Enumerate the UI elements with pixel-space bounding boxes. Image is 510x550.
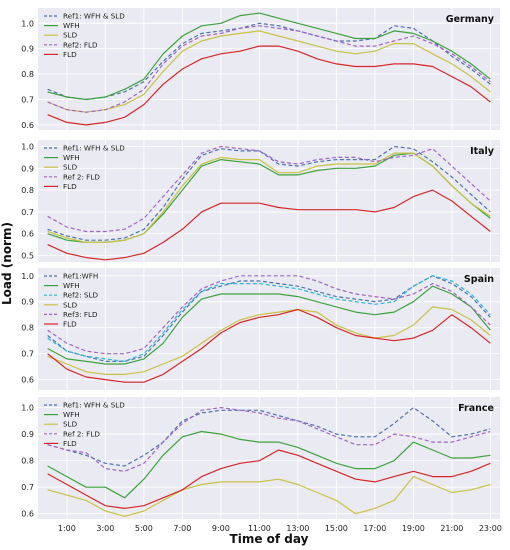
legend-label: FLD (63, 182, 77, 191)
panel-france: 0.6 0.7 0.8 0.9 1.0 France Ref1: WFH & SLDWFHS… (21, 397, 502, 533)
legend-label: FLD (63, 439, 77, 448)
series-line-fld (47, 449, 491, 509)
y-tick-label: 0.6 (21, 230, 34, 239)
series-line-wfh (47, 12, 491, 101)
y-tick-label: 0.9 (21, 430, 34, 439)
series-line-ref2-fld (47, 25, 491, 113)
legend-label: Ref2: SLD (63, 291, 98, 300)
x-tick-label: 5:00 (135, 524, 153, 533)
series-line-ref1-wfh-sld (47, 145, 491, 241)
y-tick-label: 0.7 (21, 350, 34, 359)
series-line-ref-2-fld (47, 145, 491, 233)
legend-label: Ref 2: FLD (63, 172, 100, 181)
y-tick-label: 0.8 (21, 70, 34, 79)
series-line-ref2-sld (47, 275, 491, 362)
panel-germany: 0.6 0.7 0.8 0.9 1.0 Germany Ref1: WFH & SLDWFH… (21, 8, 500, 130)
x-tick-label: 3:00 (96, 524, 114, 533)
legend-label: SLD (63, 31, 78, 40)
series-line-ref3-fld (47, 275, 491, 355)
x-tick-label: 19:00 (402, 524, 425, 533)
y-tick-label: 1.0 (21, 143, 34, 152)
y-tick-label: 0.9 (21, 298, 34, 307)
series-line-fld (47, 308, 491, 383)
y-tick-label: 0.5 (21, 251, 34, 260)
series-line-sld (47, 476, 491, 517)
x-tick-label: 9:00 (212, 524, 230, 533)
y-tick-label: 1.0 (21, 272, 34, 281)
y-tick-label: 0.7 (21, 96, 34, 105)
legend-label: Ref2: FLD (63, 40, 98, 49)
panel-italy: 0.5 0.6 0.7 0.8 0.9 1.0 Italy Ref1: WFH & SLDWF… (21, 140, 500, 262)
x-tick-label: 1:00 (58, 524, 76, 533)
panel-title: Spain (464, 274, 494, 285)
series-line-ref-2-fld (47, 407, 491, 472)
y-tick-label: 0.8 (21, 457, 34, 466)
x-tick-label: 11:00 (248, 524, 271, 533)
legend-label: WFH (63, 281, 80, 290)
y-tick-label: 0.9 (21, 164, 34, 173)
plot-background (38, 397, 500, 519)
y-tick-label: 0.7 (21, 208, 34, 217)
legend-label: Ref1: WFH & SLD (63, 144, 125, 153)
plot-background (38, 8, 500, 130)
legend-label: Ref1: WFH & SLD (63, 12, 125, 21)
y-axis-label: Load (norm) (0, 222, 14, 305)
y-tick-label: 0.7 (21, 483, 34, 492)
y-tick-label: 0.8 (21, 324, 34, 333)
series-line-wfh (47, 430, 491, 499)
series-line-fld (47, 189, 491, 261)
y-tick-label: 0.9 (21, 45, 34, 54)
x-tick-label: 21:00 (440, 524, 463, 533)
x-tick-label: 13:00 (286, 524, 309, 533)
y-tick-label: 0.6 (21, 510, 34, 519)
x-tick-label: 7:00 (173, 524, 191, 533)
x-tick-label: 15:00 (325, 524, 348, 533)
series-line-wfh (47, 285, 491, 365)
legend-label: SLD (63, 420, 78, 429)
legend-label: Ref3: FLD (63, 310, 98, 319)
series-line-sld (47, 152, 491, 243)
legend-label: WFH (63, 410, 80, 419)
series-line-sld (47, 30, 491, 113)
panel-title: Italy (470, 146, 495, 157)
y-tick-label: 0.8 (21, 186, 34, 195)
legend-label: Ref1:WFH (63, 272, 98, 281)
series-line-ref1-wfh-sld (47, 22, 491, 101)
legend-label: WFH (63, 153, 80, 162)
y-tick-label: 1.0 (21, 19, 34, 28)
x-tick-label: 23:00 (479, 524, 502, 533)
panel-title: Germany (446, 14, 495, 25)
x-tick-label: 17:00 (363, 524, 386, 533)
legend-label: FLD (63, 50, 77, 59)
panel-title: France (458, 403, 494, 414)
legend-label: Ref1: WFH & SLD (63, 401, 125, 410)
legend-label: SLD (63, 163, 78, 172)
legend-label: Ref 2: FLD (63, 429, 100, 438)
plot-background (38, 268, 500, 390)
series-line-sld (47, 306, 491, 375)
legend-label: FLD (63, 320, 77, 329)
series-line-ref1-wfh-sld (47, 407, 491, 467)
plot-background (38, 140, 500, 262)
y-tick-label: 0.6 (21, 376, 34, 385)
legend-label: SLD (63, 300, 78, 309)
y-tick-label: 0.6 (21, 121, 34, 130)
y-tick-label: 1.0 (21, 404, 34, 413)
legend-label: WFH (63, 21, 80, 30)
series-line-fld (47, 45, 491, 126)
x-axis-label: Time of day (230, 532, 309, 546)
